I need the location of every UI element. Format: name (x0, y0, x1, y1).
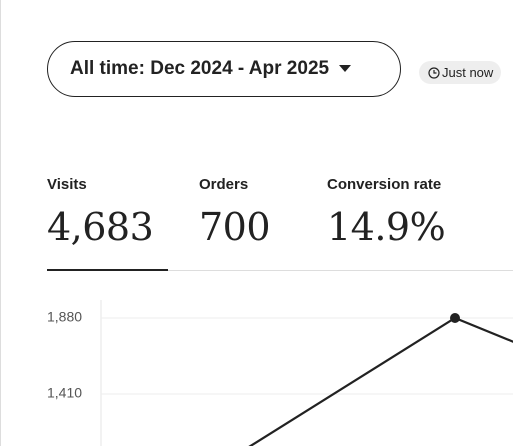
updated-badge: Just now (419, 61, 502, 84)
point (450, 313, 460, 323)
metric-value: 700 (199, 205, 271, 249)
selected-tab-indicator (47, 269, 168, 271)
metric-tab[interactable]: Orders 700 (199, 176, 271, 249)
metric-label: Conversion rate (327, 176, 442, 193)
metric-label: Orders (199, 176, 249, 193)
metric-value: 4,683 (47, 205, 154, 249)
y-tick-label: 1,880 (47, 309, 82, 325)
caret-icon (339, 65, 352, 72)
metric-tab[interactable]: Visits 4,683 (47, 176, 154, 249)
metric-value: 14.9% (327, 205, 446, 249)
date-range-button[interactable]: All time: Dec 2024 - Apr 2025 (47, 41, 401, 97)
y-tick-label: 1,410 (47, 385, 82, 401)
metric-label: Visits (47, 176, 87, 193)
metric-tab[interactable]: Conversion rate 14.9% (327, 176, 446, 249)
clock-icon (428, 66, 440, 79)
line (248, 316, 513, 446)
tab-divider (47, 270, 513, 271)
date-range-label: All time: Dec 2024 - Apr 2025 (70, 58, 330, 79)
updated-text: Just now (442, 65, 494, 80)
